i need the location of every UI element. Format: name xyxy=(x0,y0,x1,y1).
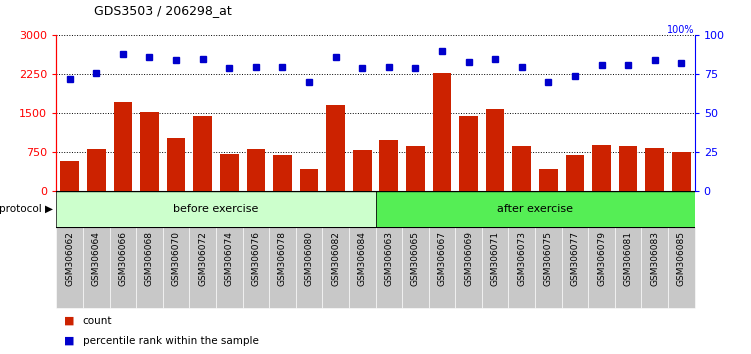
Text: GSM306073: GSM306073 xyxy=(517,231,526,286)
Bar xyxy=(87,149,106,191)
Text: GSM306070: GSM306070 xyxy=(171,231,180,286)
Bar xyxy=(140,112,158,191)
Bar xyxy=(243,227,269,308)
Bar xyxy=(376,191,695,227)
Bar xyxy=(566,155,584,191)
Bar xyxy=(60,161,79,191)
Bar xyxy=(672,152,691,191)
Text: 100%: 100% xyxy=(667,25,695,35)
Text: GSM306062: GSM306062 xyxy=(65,231,74,286)
Bar xyxy=(486,109,505,191)
Text: GSM306066: GSM306066 xyxy=(119,231,128,286)
Text: GSM306081: GSM306081 xyxy=(623,231,632,286)
Bar xyxy=(562,227,588,308)
Bar xyxy=(645,148,664,191)
Bar xyxy=(593,145,611,191)
Bar xyxy=(246,149,265,191)
Bar xyxy=(167,138,185,191)
Bar xyxy=(429,227,455,308)
Bar xyxy=(615,227,641,308)
Text: GSM306083: GSM306083 xyxy=(650,231,659,286)
Text: GSM306074: GSM306074 xyxy=(225,231,234,286)
Text: GSM306063: GSM306063 xyxy=(385,231,394,286)
Text: GDS3503 / 206298_at: GDS3503 / 206298_at xyxy=(94,4,231,17)
Bar xyxy=(189,227,216,308)
Text: count: count xyxy=(83,316,112,326)
Bar xyxy=(460,116,478,191)
Bar xyxy=(482,227,508,308)
Bar xyxy=(512,146,531,191)
Bar xyxy=(300,169,318,191)
Text: GSM306068: GSM306068 xyxy=(145,231,154,286)
Bar xyxy=(588,227,615,308)
Bar xyxy=(269,227,296,308)
Text: protocol ▶: protocol ▶ xyxy=(0,204,53,214)
Text: GSM306084: GSM306084 xyxy=(357,231,366,286)
Bar xyxy=(539,169,558,191)
Text: GSM306077: GSM306077 xyxy=(571,231,580,286)
Bar xyxy=(406,146,425,191)
Bar xyxy=(353,150,372,191)
Text: GSM306067: GSM306067 xyxy=(438,231,447,286)
Text: GSM306082: GSM306082 xyxy=(331,231,340,286)
Bar xyxy=(216,227,243,308)
Bar xyxy=(641,227,668,308)
Text: ■: ■ xyxy=(64,336,74,346)
Bar xyxy=(433,73,451,191)
Bar xyxy=(535,227,562,308)
Text: ■: ■ xyxy=(64,316,74,326)
Bar xyxy=(349,227,376,308)
Bar xyxy=(113,102,132,191)
Bar xyxy=(326,105,345,191)
Bar xyxy=(273,155,291,191)
Text: GSM306075: GSM306075 xyxy=(544,231,553,286)
Text: GSM306071: GSM306071 xyxy=(490,231,499,286)
Text: GSM306069: GSM306069 xyxy=(464,231,473,286)
Bar xyxy=(56,191,376,227)
Bar xyxy=(110,227,136,308)
Text: GSM306080: GSM306080 xyxy=(304,231,313,286)
Bar xyxy=(193,116,212,191)
Bar xyxy=(455,227,482,308)
Bar xyxy=(56,227,83,308)
Text: GSM306078: GSM306078 xyxy=(278,231,287,286)
Text: before exercise: before exercise xyxy=(173,204,258,214)
Text: GSM306072: GSM306072 xyxy=(198,231,207,286)
Bar xyxy=(402,227,429,308)
Text: GSM306064: GSM306064 xyxy=(92,231,101,286)
Bar xyxy=(508,227,535,308)
Text: GSM306079: GSM306079 xyxy=(597,231,606,286)
Bar xyxy=(668,227,695,308)
Bar xyxy=(163,227,189,308)
Text: GSM306085: GSM306085 xyxy=(677,231,686,286)
Text: GSM306076: GSM306076 xyxy=(252,231,261,286)
Bar xyxy=(296,227,322,308)
Bar xyxy=(322,227,349,308)
Bar xyxy=(136,227,163,308)
Bar xyxy=(376,227,402,308)
Bar xyxy=(220,154,239,191)
Bar xyxy=(379,140,398,191)
Text: after exercise: after exercise xyxy=(497,204,573,214)
Text: percentile rank within the sample: percentile rank within the sample xyxy=(83,336,258,346)
Bar xyxy=(619,146,638,191)
Bar xyxy=(83,227,110,308)
Text: GSM306065: GSM306065 xyxy=(411,231,420,286)
